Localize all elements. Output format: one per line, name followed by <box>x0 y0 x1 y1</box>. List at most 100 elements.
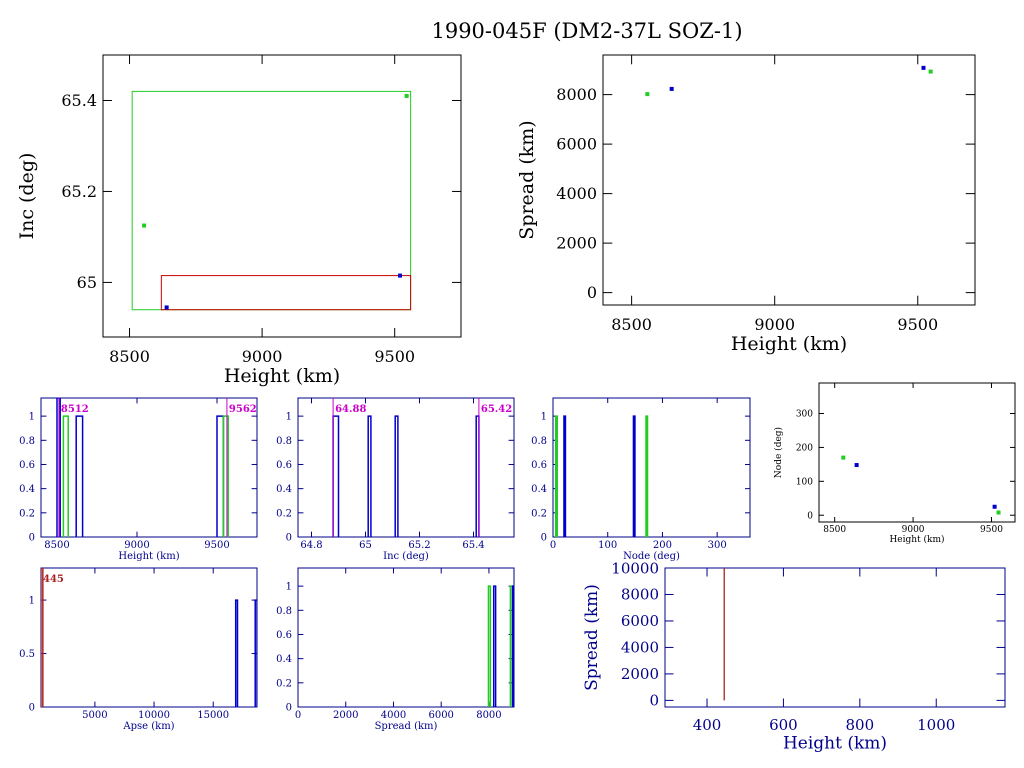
x-tick-label: 65 <box>359 540 372 551</box>
x-tick-label: 9500 <box>897 315 938 334</box>
x-tick-label: 15000 <box>197 710 229 721</box>
x-tick-label: 200 <box>653 540 672 551</box>
y-tick-label: 8000 <box>556 85 597 104</box>
y-tick-label: 0.4 <box>19 484 35 495</box>
x-tick-label: 65.4 <box>462 540 484 551</box>
data-point <box>996 510 1001 515</box>
histogram-bar <box>367 415 372 537</box>
chart-height-histogram: 8500 9000 9500 0 0.2 0.4 0.6 0.8 1 Height (km) 851… <box>19 397 258 562</box>
x-tick-label: 8000 <box>476 710 501 721</box>
plot-frame <box>297 567 515 708</box>
data-point <box>928 69 933 74</box>
y-tick-label: 0 <box>29 533 35 544</box>
y-tick-label: 1 <box>286 412 292 423</box>
y-axis-label: Inc (deg) <box>16 153 38 240</box>
data-point <box>921 65 926 70</box>
histogram-bar <box>563 415 567 537</box>
x-tick-label: 9500 <box>980 525 1003 535</box>
y-tick-label: 0.2 <box>276 508 292 519</box>
y-tick-label: 0.2 <box>276 678 292 689</box>
y-tick-label: 1 <box>29 412 35 423</box>
y-tick-label: 0.2 <box>531 508 547 519</box>
x-tick-label: 9000 <box>754 315 795 334</box>
y-tick-label: 0 <box>807 511 813 521</box>
annotation-label: 9562 <box>229 404 257 415</box>
data-point <box>854 463 859 468</box>
x-tick-label: 5000 <box>82 710 107 721</box>
annotation-label: 65.42 <box>481 404 512 415</box>
plot-frame <box>297 397 515 538</box>
x-tick-label: 9500 <box>204 540 229 551</box>
x-tick-label: 9500 <box>374 347 415 366</box>
x-tick-label: 100 <box>598 540 617 551</box>
chart-inc-vs-height: 8500 9000 9500 65 65.2 65.4 Height (km) Inc (de… <box>16 54 462 387</box>
y-tick-label: 0.6 <box>19 460 35 471</box>
x-tick-label: 0 <box>550 540 556 551</box>
y-tick-label: 2000 <box>556 234 597 253</box>
y-tick-label: 0.6 <box>276 630 292 641</box>
x-tick-label: 64.8 <box>300 540 322 551</box>
x-tick-label: 65.2 <box>408 540 430 551</box>
histogram-bar <box>632 415 636 537</box>
y-tick-label: 8000 <box>621 586 659 604</box>
plot-frame <box>102 54 462 338</box>
histogram-bar <box>645 415 649 537</box>
y-tick-label: 1 <box>29 596 35 607</box>
x-tick-label: 10000 <box>138 710 170 721</box>
annotation-label: 8512 <box>61 404 89 415</box>
x-axis-label: Height (km) <box>118 551 179 562</box>
y-axis-label: Spread (km) <box>582 584 602 691</box>
y-tick-label: 65.2 <box>61 182 97 201</box>
y-tick-label: 65 <box>77 273 97 292</box>
annotation-label: 445 <box>43 574 64 585</box>
plot-frame <box>40 397 258 538</box>
chart-spread-vs-height: 8500 9000 9500 0 2000 4000 6000 8000 Height (km)… <box>516 54 976 355</box>
y-tick-label: 0.5 <box>19 649 35 660</box>
y-tick-label: 0 <box>541 533 547 544</box>
y-tick-label: 100 <box>796 477 813 487</box>
x-tick-label: 1000 <box>917 716 955 734</box>
y-tick-label: 0.6 <box>276 460 292 471</box>
chart-node-vs-height: 8500 9000 9500 0 100 200 300 Height (km) Node (d… <box>773 382 1016 545</box>
y-tick-label: 4000 <box>621 639 659 657</box>
range-box <box>160 275 412 311</box>
x-tick-label: 800 <box>846 716 875 734</box>
histogram-bar <box>75 415 84 537</box>
x-axis-label: Node (deg) <box>623 551 680 562</box>
x-tick-label: 8500 <box>611 315 652 334</box>
data-point <box>164 305 169 310</box>
histogram-bar <box>56 398 61 537</box>
chart-apse-histogram: 5000 10000 15000 0 0.5 1 Apse (km) 445 <box>19 567 258 732</box>
y-tick-label: 0 <box>29 703 35 714</box>
chart-spread-vs-height-low: 400 600 800 10000200040006000800010000Heigh… <box>582 559 1006 753</box>
data-point <box>645 92 650 97</box>
y-tick-label: 0 <box>286 703 292 714</box>
data-layer <box>841 455 1001 515</box>
y-tick-label: 6000 <box>556 135 597 154</box>
plot-frame <box>552 397 751 538</box>
y-tick-label: 4000 <box>556 184 597 203</box>
x-tick-label: 4000 <box>381 710 406 721</box>
histogram-bar <box>511 585 514 707</box>
y-tick-label: 65.4 <box>61 91 97 110</box>
data-layer <box>41 568 257 707</box>
x-tick-label: 300 <box>708 540 727 551</box>
y-tick-label: 0 <box>587 283 597 302</box>
histogram-bar <box>254 599 257 707</box>
data-point <box>142 223 147 228</box>
y-tick-label: 1 <box>541 412 547 423</box>
y-axis-label: Spread (km) <box>516 120 538 239</box>
chart-spread-histogram: 0 2000 4000 6000 8000 0 0.2 0.4 0.6 0.8 1 Spread (k… <box>276 567 515 732</box>
histogram-bar <box>487 585 492 707</box>
x-tick-label: 9000 <box>902 525 925 535</box>
x-tick-label: 9000 <box>242 347 283 366</box>
y-tick-label: 10000 <box>611 559 659 577</box>
y-tick-label: 0.4 <box>276 484 292 495</box>
data-point <box>398 273 403 278</box>
y-tick-label: 0.4 <box>531 484 547 495</box>
data-layer <box>131 90 412 311</box>
data-layer <box>332 398 480 537</box>
plot-frame <box>818 382 1016 523</box>
y-tick-label: 2000 <box>621 665 659 683</box>
